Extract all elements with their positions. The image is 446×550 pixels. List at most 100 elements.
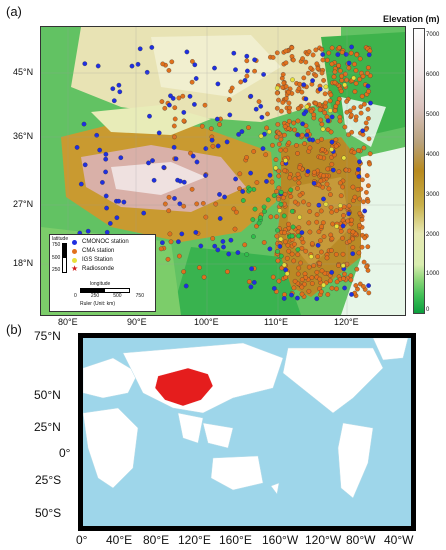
station-marker xyxy=(240,198,246,203)
elevation-map: latitude 750 500 250 CMONOC station CMA … xyxy=(40,26,406,316)
cma-station-marker xyxy=(281,80,287,86)
cma-station-marker xyxy=(289,251,295,257)
cma-station-marker xyxy=(343,167,349,173)
station-marker xyxy=(295,247,301,252)
legend-label-cma: CMA station xyxy=(82,248,115,254)
cma-station-marker xyxy=(281,195,286,201)
cma-station-marker xyxy=(208,126,214,131)
cma-station-marker xyxy=(364,173,370,178)
cma-station-marker xyxy=(303,59,309,65)
cma-station-marker xyxy=(353,114,359,120)
legend-ruler-label: Ruler (Unit: km) xyxy=(80,301,116,307)
cma-station-marker xyxy=(283,48,289,54)
cma-station-marker xyxy=(306,202,312,207)
cma-station-marker xyxy=(358,104,364,110)
cma-station-marker xyxy=(337,68,343,74)
cma-station-marker xyxy=(194,201,200,207)
cma-station-marker xyxy=(276,97,281,103)
cmonoc-station-marker xyxy=(177,201,183,207)
cmonoc-station-marker xyxy=(320,52,326,57)
colorbar-tick: 1000 xyxy=(426,271,440,277)
igs-station-marker xyxy=(323,201,329,207)
station-marker xyxy=(261,204,267,210)
cmonoc-station-marker xyxy=(190,153,196,159)
cmonoc-station-marker xyxy=(100,180,105,185)
cma-station-marker xyxy=(284,255,290,261)
cma-station-marker xyxy=(340,235,345,241)
cmonoc-station-marker xyxy=(172,196,177,201)
lon-label-120e: 120°E xyxy=(334,317,359,327)
colorbar-tick: 4000 xyxy=(426,152,440,158)
cma-station-marker xyxy=(160,61,166,67)
cmonoc-station-marker xyxy=(203,146,209,151)
cma-station-marker xyxy=(276,131,282,136)
cmonoc-station-marker xyxy=(307,137,312,142)
cmonoc-station-marker xyxy=(343,52,349,57)
cma-station-marker xyxy=(210,143,216,149)
cmonoc-station-marker xyxy=(116,198,122,204)
legend-label-igs: IGS Station xyxy=(82,257,113,263)
cmonoc-station-marker xyxy=(299,230,305,235)
legend-lat-scale-bar xyxy=(62,243,67,273)
igs-station-marker xyxy=(334,223,340,229)
igs-station-marker xyxy=(277,208,283,214)
cma-station-marker xyxy=(166,208,172,214)
cma-station-marker xyxy=(289,45,295,51)
cma-station-marker xyxy=(337,96,342,102)
cma-station-marker xyxy=(333,252,339,257)
cma-station-marker xyxy=(324,181,330,187)
cma-station-marker xyxy=(282,124,288,129)
legend-dot-cmonoc xyxy=(72,240,77,245)
cma-station-marker xyxy=(314,212,320,217)
cma-station-marker xyxy=(301,75,307,81)
cmonoc-station-marker xyxy=(368,100,373,106)
cma-station-marker xyxy=(353,81,359,86)
cma-station-marker xyxy=(318,117,324,123)
cma-station-marker xyxy=(366,89,371,94)
cma-station-marker xyxy=(291,258,297,264)
cmonoc-station-marker xyxy=(305,169,311,174)
igs-station-marker xyxy=(278,236,284,242)
cmonoc-station-marker xyxy=(114,215,120,221)
elevation-colorbar xyxy=(413,28,425,314)
cma-station-marker xyxy=(325,292,331,297)
legend-longitude-label: longitude xyxy=(90,281,111,287)
cma-station-marker xyxy=(295,151,300,156)
cma-station-marker xyxy=(329,236,335,241)
cma-station-marker xyxy=(237,186,242,191)
cma-station-marker xyxy=(364,264,369,270)
cma-station-marker xyxy=(226,97,232,102)
cma-station-marker xyxy=(181,203,187,209)
cma-station-marker xyxy=(282,292,287,297)
cma-station-marker xyxy=(359,217,365,223)
cma-station-marker xyxy=(319,289,324,295)
cmonoc-station-marker xyxy=(150,158,155,163)
cmonoc-station-marker xyxy=(183,283,189,289)
station-marker xyxy=(275,227,280,233)
station-marker xyxy=(288,187,294,193)
cma-station-marker xyxy=(300,56,305,61)
cma-station-marker xyxy=(314,61,320,67)
cma-station-marker xyxy=(310,52,316,58)
cma-station-marker xyxy=(314,269,320,275)
cma-station-marker xyxy=(274,233,280,239)
cmonoc-station-marker xyxy=(160,240,165,246)
cma-station-marker xyxy=(349,129,355,135)
cmonoc-station-marker xyxy=(209,137,215,143)
cma-station-marker xyxy=(338,88,344,94)
cma-station-marker xyxy=(307,145,313,151)
cma-station-marker xyxy=(365,106,371,112)
station-marker xyxy=(289,233,295,239)
cmonoc-station-marker xyxy=(233,67,238,73)
world-map-frame xyxy=(78,333,416,531)
cma-station-marker xyxy=(270,274,276,280)
colorbar-tick: 0 xyxy=(426,307,430,313)
cmonoc-station-marker xyxy=(181,110,187,115)
cma-station-marker xyxy=(286,221,291,227)
cma-station-marker xyxy=(280,100,286,105)
station-marker xyxy=(265,197,271,203)
cma-station-marker xyxy=(357,211,363,216)
cma-station-marker xyxy=(295,171,301,177)
cma-station-marker xyxy=(279,108,284,114)
cma-station-marker xyxy=(329,45,335,51)
